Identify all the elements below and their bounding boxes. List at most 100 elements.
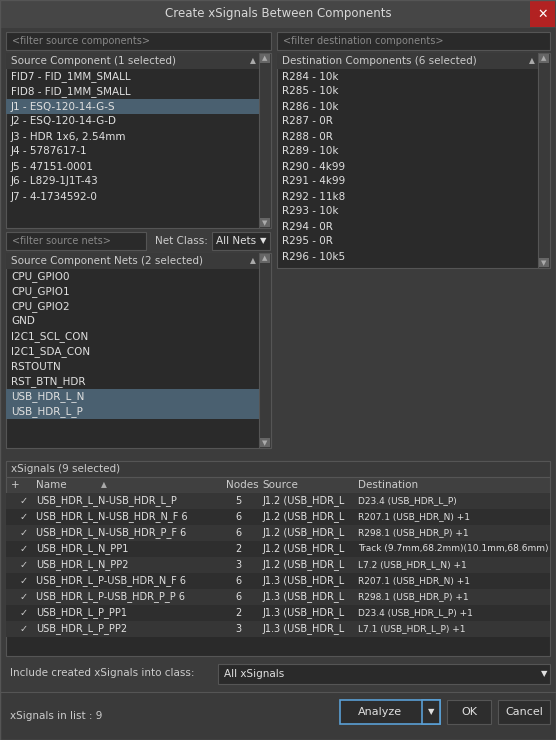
Text: Include created xSignals into class:: Include created xSignals into class: [10,668,195,678]
Text: 3: 3 [235,624,241,634]
Text: <filter destination components>: <filter destination components> [283,36,444,46]
Text: I2C1_SCL_CON: I2C1_SCL_CON [11,331,88,342]
Bar [6,232,146,250]
Bar [218,664,550,684]
Text: R296 - 10k5: R296 - 10k5 [282,252,345,261]
Text: R207.1 (USB_HDR_N) +1: R207.1 (USB_HDR_N) +1 [358,576,470,585]
Bar [6,605,550,621]
Bar [422,700,440,724]
Text: J1.3 (USB_HDR_L: J1.3 (USB_HDR_L [262,624,344,634]
Text: R290 - 4k99: R290 - 4k99 [282,161,345,172]
Bar [6,53,259,69]
Text: R293 - 10k: R293 - 10k [282,206,339,217]
Text: J1.2 (USB_HDR_L: J1.2 (USB_HDR_L [262,528,344,539]
Text: USB_HDR_L_N-USB_HDR_P_F 6: USB_HDR_L_N-USB_HDR_P_F 6 [36,528,186,539]
Text: 2: 2 [235,608,241,618]
Text: 2: 2 [235,544,241,554]
Text: J1.3 (USB_HDR_L: J1.3 (USB_HDR_L [262,591,344,602]
Bar [260,54,270,63]
Bar [6,525,550,541]
Text: xSignals in list : 9: xSignals in list : 9 [10,711,102,721]
Text: R294 - 0R: R294 - 0R [282,221,333,232]
Text: J1.3 (USB_HDR_L: J1.3 (USB_HDR_L [262,608,344,619]
Bar [0,692,556,740]
Text: FID7 - FID_1MM_SMALL: FID7 - FID_1MM_SMALL [11,71,131,82]
Text: J3 - HDR 1x6, 2.54mm: J3 - HDR 1x6, 2.54mm [11,132,127,141]
Text: R284 - 10k: R284 - 10k [282,72,339,81]
Text: All xSignals: All xSignals [224,669,284,679]
Bar [498,700,550,724]
Text: R288 - 0R: R288 - 0R [282,132,333,141]
Bar [6,557,550,573]
Bar [6,32,271,50]
Bar [0,0,556,28]
Text: 6: 6 [235,592,241,602]
Text: R291 - 4k99: R291 - 4k99 [282,177,345,186]
Text: ✓: ✓ [20,560,28,570]
Text: J1.2 (USB_HDR_L: J1.2 (USB_HDR_L [262,511,344,522]
Text: 3: 3 [235,560,241,570]
Text: R285 - 10k: R285 - 10k [282,87,339,96]
Text: ▲: ▲ [262,55,267,61]
Text: USB_HDR_L_N: USB_HDR_L_N [11,391,85,402]
Bar [6,253,271,448]
Text: OK: OK [461,707,477,717]
Text: R207.1 (USB_HDR_N) +1: R207.1 (USB_HDR_N) +1 [358,513,470,522]
Bar [260,254,270,263]
Text: Analyze: Analyze [358,707,402,717]
Text: Destination Components (6 selected): Destination Components (6 selected) [282,56,476,66]
Text: USB_HDR_L_P: USB_HDR_L_P [11,406,83,417]
Bar [6,541,550,557]
Text: J4 - 5787617-1: J4 - 5787617-1 [11,147,88,156]
Bar [260,218,270,227]
Bar [447,700,491,724]
Text: USB_HDR_L_N_PP1: USB_HDR_L_N_PP1 [36,544,128,554]
Text: ▲: ▲ [101,480,107,489]
Text: J1.2 (USB_HDR_L: J1.2 (USB_HDR_L [262,544,344,554]
Text: ▲: ▲ [250,257,256,266]
Text: Nodes: Nodes [226,480,259,490]
Text: ▼: ▼ [541,670,547,679]
Text: FID8 - FID_1MM_SMALL: FID8 - FID_1MM_SMALL [11,86,131,97]
Bar [277,53,550,268]
Bar [6,589,550,605]
Text: Source Component Nets (2 selected): Source Component Nets (2 selected) [11,256,203,266]
Text: J1 - ESQ-120-14-G-S: J1 - ESQ-120-14-G-S [11,101,116,112]
Bar [6,493,550,509]
Text: R286 - 10k: R286 - 10k [282,101,339,112]
Text: <filter source components>: <filter source components> [12,36,150,46]
Text: CPU_GPIO2: CPU_GPIO2 [11,301,70,312]
Text: J1.3 (USB_HDR_L: J1.3 (USB_HDR_L [262,576,344,587]
Text: R289 - 10k: R289 - 10k [282,147,339,156]
Text: 6: 6 [235,576,241,586]
Bar [259,53,271,228]
Bar [530,1,555,27]
Text: CPU_GPIO1: CPU_GPIO1 [11,286,70,297]
Bar [6,253,259,269]
Text: ▼: ▼ [542,260,547,266]
Bar [277,32,550,50]
Text: ▲: ▲ [250,56,256,66]
Text: Source Component (1 selected): Source Component (1 selected) [11,56,176,66]
Text: ▼: ▼ [260,237,266,246]
Text: J7 - 4-1734592-0: J7 - 4-1734592-0 [11,192,98,201]
Text: +: + [11,480,19,490]
Text: Create xSignals Between Components: Create xSignals Between Components [165,7,391,21]
Text: ✕: ✕ [538,7,548,21]
Bar [539,258,549,267]
Text: ✓: ✓ [20,512,28,522]
Text: CPU_GPIO0: CPU_GPIO0 [11,271,70,282]
Text: ▼: ▼ [428,707,434,716]
Text: R292 - 11k8: R292 - 11k8 [282,192,345,201]
Text: 6: 6 [235,512,241,522]
Bar [259,253,271,448]
Bar [212,232,270,250]
Text: ✓: ✓ [20,496,28,506]
Text: R298.1 (USB_HDR_P) +1: R298.1 (USB_HDR_P) +1 [358,593,469,602]
Text: 6: 6 [235,528,241,538]
Bar [277,53,538,69]
Text: All Nets: All Nets [216,236,256,246]
Text: ✓: ✓ [20,576,28,586]
Bar [6,477,550,493]
Text: D23.4 (USB_HDR_L_P): D23.4 (USB_HDR_L_P) [358,497,456,505]
